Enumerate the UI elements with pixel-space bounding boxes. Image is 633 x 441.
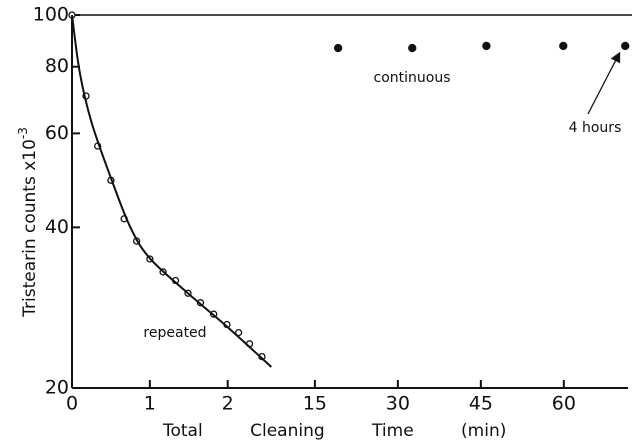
x-axis-label: Total Cleaning Time (min) xyxy=(162,421,506,441)
y-label-exponent: -3 xyxy=(16,127,30,139)
x-tick-label: 30 xyxy=(386,393,410,415)
series-label: repeated xyxy=(143,325,206,341)
y-tick-label: 100 xyxy=(33,4,69,26)
fit-line xyxy=(71,14,272,368)
y-tick-label: 80 xyxy=(45,55,69,77)
series-label: continuous xyxy=(374,70,451,86)
data-point xyxy=(408,43,417,53)
x-tick-label: 1 xyxy=(144,393,156,415)
x-tick-label: 0 xyxy=(66,393,78,415)
data-point xyxy=(333,43,343,53)
x-tick-label: 15 xyxy=(303,393,327,415)
data-point xyxy=(621,41,630,51)
y-tick-label: 40 xyxy=(45,216,69,238)
x-tick-label: 2 xyxy=(222,393,234,415)
y-axis-label: Tristearin counts x10-3 xyxy=(16,127,41,318)
y-tick-label: 60 xyxy=(45,122,69,144)
y-label-text: Tristearin counts x10 xyxy=(20,139,40,318)
data-point xyxy=(482,41,491,51)
data-point xyxy=(234,328,243,337)
y-tick-label: 20 xyxy=(45,377,69,399)
annotation-arrow xyxy=(587,51,621,115)
annotation: 4 hours xyxy=(569,120,622,136)
x-tick-label: 45 xyxy=(469,393,493,415)
data-point xyxy=(559,41,568,51)
x-tick-label: 60 xyxy=(552,393,576,415)
